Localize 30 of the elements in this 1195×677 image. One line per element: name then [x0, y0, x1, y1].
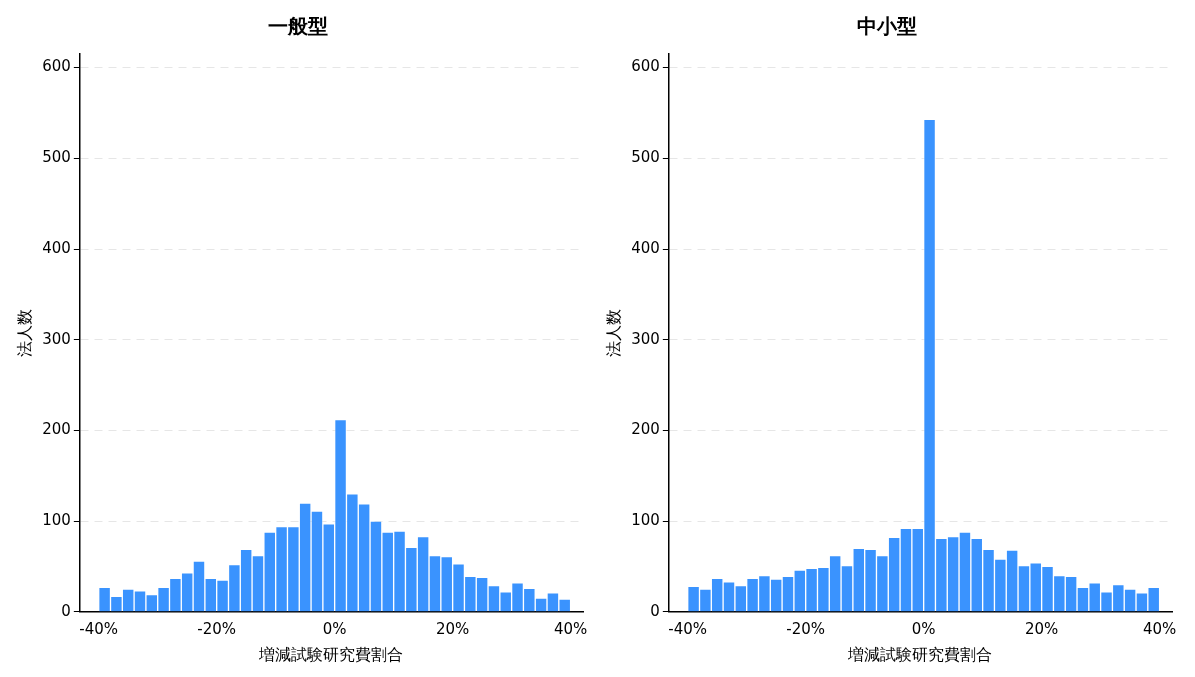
x-tick-label: -40%	[668, 619, 708, 638]
y-tick-label: 200	[42, 420, 71, 439]
x-tick-label: 20%	[435, 619, 470, 638]
x-tick-label: -40%	[79, 619, 119, 638]
x-axis-title: 増減試験研究費割合	[847, 644, 993, 664]
x-tick-label: 40%	[553, 619, 588, 638]
y-tick-label: 300	[631, 329, 660, 348]
x-axis-title: 増減試験研究費割合	[258, 644, 404, 664]
y-tick-label: 100	[42, 510, 71, 529]
x-tick-label: 20%	[1024, 619, 1059, 638]
x-tick-label: 40%	[1142, 619, 1177, 638]
x-tick-label: 0%	[322, 619, 347, 638]
y-axis-title: 法人数	[603, 308, 623, 357]
y-tick-label: 200	[631, 420, 660, 439]
x-tick-label: -20%	[786, 619, 826, 638]
y-tick-label: 0	[650, 601, 660, 620]
y-tick-label: 400	[631, 238, 660, 257]
y-tick-label: 0	[61, 601, 71, 620]
y-tick-label: 500	[42, 148, 71, 167]
y-tick-label: 400	[42, 238, 71, 257]
y-tick-label: 500	[631, 148, 660, 167]
x-tick-label: 0%	[911, 619, 936, 638]
y-tick-label: 600	[631, 57, 660, 76]
chart-title: 一般型	[267, 14, 328, 39]
chart-title: 中小型	[856, 14, 917, 39]
y-axis-title: 法人数	[14, 308, 34, 357]
x-tick-label: -20%	[197, 619, 237, 638]
y-tick-label: 100	[631, 510, 660, 529]
y-tick-label: 600	[42, 57, 71, 76]
y-tick-label: 300	[42, 329, 71, 348]
